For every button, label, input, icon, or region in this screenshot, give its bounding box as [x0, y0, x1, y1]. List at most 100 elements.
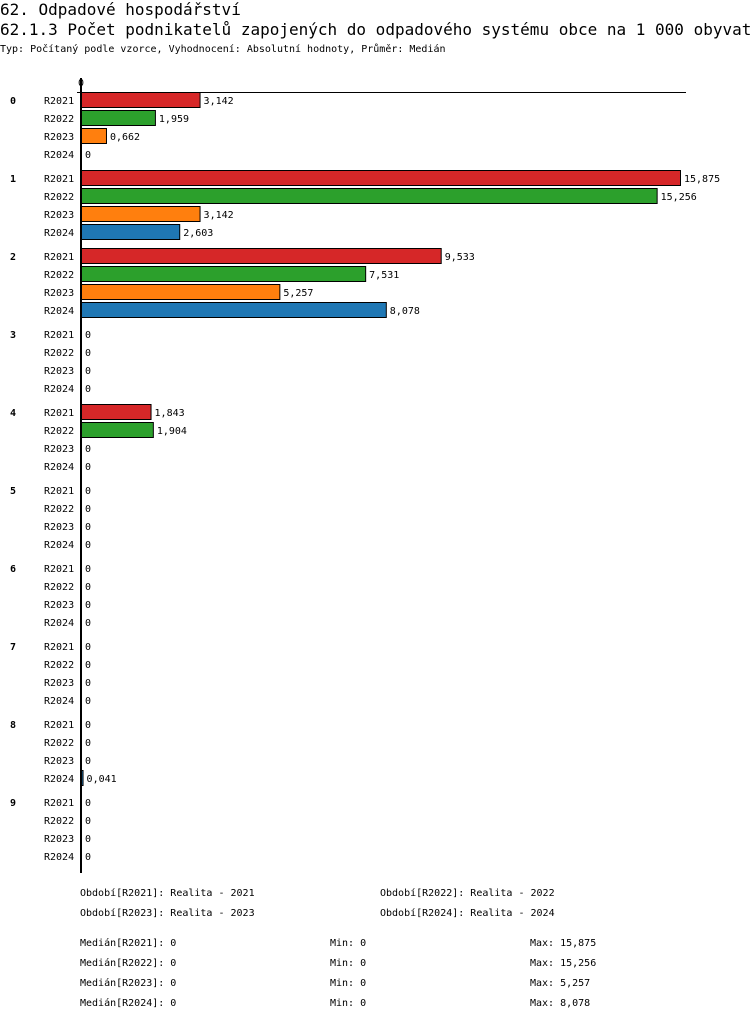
data-label: 0: [85, 384, 91, 395]
bar: [81, 128, 107, 144]
series-label: R2024: [44, 150, 74, 161]
series-label: R2021: [44, 252, 74, 263]
chart-title: 62.1.3 Počet podnikatelů zapojených do o…: [0, 20, 750, 39]
series-label: R2021: [44, 96, 74, 107]
stat-min: Min: 0: [330, 998, 367, 1009]
data-label: 2,603: [183, 228, 213, 239]
category-label: 4: [10, 408, 16, 419]
data-label: 0: [85, 600, 91, 611]
data-label: 8,078: [390, 306, 420, 317]
bar: [81, 284, 281, 300]
bar: [81, 170, 681, 186]
data-label: 0: [85, 504, 91, 515]
series-label: R2024: [44, 540, 74, 551]
stat-max: Max: 8,078: [530, 998, 591, 1009]
category-label: 5: [10, 486, 16, 497]
legend-item: Období[R2021]: Realita - 2021: [80, 888, 255, 899]
series-label: R2023: [44, 210, 74, 221]
data-label: 0: [85, 150, 91, 161]
data-label: 0,041: [87, 774, 117, 785]
category-label: 3: [10, 330, 16, 341]
stat-median: Medián[R2022]: 0: [80, 958, 177, 969]
data-label: 0: [85, 540, 91, 551]
data-label: 0: [85, 444, 91, 455]
category-label: 0: [10, 96, 16, 107]
series-label: R2024: [44, 384, 74, 395]
data-label: 3,142: [204, 210, 234, 221]
bar: [81, 248, 442, 264]
chart-subtitle: Typ: Počítaný podle vzorce, Vyhodnocení:…: [0, 44, 446, 55]
data-label: 0: [85, 756, 91, 767]
data-label: 0: [85, 486, 91, 497]
series-label: R2024: [44, 696, 74, 707]
bar: [81, 404, 152, 420]
data-label: 0: [85, 834, 91, 845]
series-label: R2023: [44, 132, 74, 143]
series-label: R2021: [44, 798, 74, 809]
series-label: R2024: [44, 618, 74, 629]
series-label: R2022: [44, 114, 74, 125]
series-label: R2023: [44, 366, 74, 377]
series-label: R2024: [44, 306, 74, 317]
series-label: R2021: [44, 408, 74, 419]
data-label: 0,662: [110, 132, 140, 143]
series-label: R2023: [44, 834, 74, 845]
series-label: R2021: [44, 330, 74, 341]
series-label: R2022: [44, 192, 74, 203]
series-label: R2021: [44, 720, 74, 731]
data-label: 5,257: [283, 288, 313, 299]
data-label: 0: [85, 564, 91, 575]
series-label: R2023: [44, 600, 74, 611]
series-label: R2021: [44, 174, 74, 185]
bar: [81, 302, 387, 318]
bar: [81, 188, 658, 204]
series-label: R2022: [44, 582, 74, 593]
series-label: R2023: [44, 678, 74, 689]
series-label: R2024: [44, 774, 74, 785]
stat-max: Max: 15,256: [530, 958, 597, 969]
bar: [81, 224, 181, 240]
series-label: R2023: [44, 756, 74, 767]
data-label: 3,142: [204, 96, 234, 107]
series-label: R2024: [44, 462, 74, 473]
data-label: 0: [85, 642, 91, 653]
series-label: R2023: [44, 288, 74, 299]
data-label: 0: [85, 366, 91, 377]
series-label: R2022: [44, 738, 74, 749]
series-label: R2022: [44, 660, 74, 671]
legend-item: Období[R2024]: Realita - 2024: [380, 908, 555, 919]
data-label: 0: [85, 852, 91, 863]
data-label: 0: [85, 618, 91, 629]
series-label: R2022: [44, 270, 74, 281]
data-label: 1,904: [157, 426, 187, 437]
stat-min: Min: 0: [330, 978, 367, 989]
stat-max: Max: 15,875: [530, 938, 597, 949]
bar: [81, 266, 367, 282]
series-label: R2024: [44, 852, 74, 863]
data-label: 1,959: [159, 114, 189, 125]
data-label: 0: [85, 720, 91, 731]
data-label: 0: [85, 696, 91, 707]
bar: [81, 110, 156, 126]
stat-max: Max: 5,257: [530, 978, 591, 989]
stat-min: Min: 0: [330, 958, 367, 969]
stat-min: Min: 0: [330, 938, 367, 949]
stat-median: Medián[R2021]: 0: [80, 938, 177, 949]
data-label: 9,533: [445, 252, 475, 263]
series-label: R2023: [44, 444, 74, 455]
data-label: 0: [85, 522, 91, 533]
data-label: 0: [85, 678, 91, 689]
stat-median: Medián[R2024]: 0: [80, 998, 177, 1009]
category-label: 2: [10, 252, 16, 263]
data-label: 0: [85, 330, 91, 341]
data-label: 0: [85, 582, 91, 593]
legend-item: Období[R2022]: Realita - 2022: [380, 888, 555, 899]
category-label: 1: [10, 174, 16, 185]
legend-item: Období[R2023]: Realita - 2023: [80, 908, 255, 919]
bar: [81, 422, 154, 438]
data-label: 15,256: [661, 192, 697, 203]
data-label: 0: [85, 798, 91, 809]
series-label: R2024: [44, 228, 74, 239]
data-label: 0: [85, 738, 91, 749]
